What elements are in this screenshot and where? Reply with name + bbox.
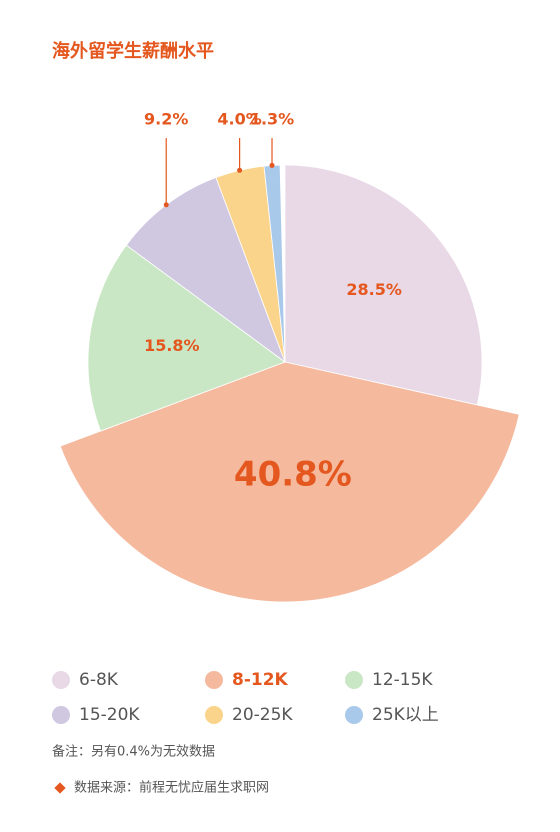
pie-slice	[59, 361, 520, 603]
note: 备注：另有0.4%为无效数据	[52, 744, 215, 760]
legend: 6-8K 8-12K 12-15K 15-20K 20-25K 25K以上	[52, 670, 439, 725]
legend-swatch	[345, 706, 363, 724]
slice-label: 9.2%	[144, 110, 188, 129]
legend-swatch	[52, 706, 70, 724]
pie-slice	[87, 244, 286, 432]
diamond-icon	[54, 782, 66, 794]
leader-dot	[163, 202, 169, 208]
pie	[59, 164, 520, 603]
labels: 28.5% 40.8% 15.8% 9.2% 4.0%1.3%	[144, 110, 402, 495]
chart-title: 海外留学生薪酬水平	[52, 40, 214, 62]
source-note: 数据来源：前程无忧应届生求职网	[74, 780, 269, 796]
leader-dot	[237, 167, 243, 173]
legend-label: 15-20K	[79, 705, 140, 725]
legend-swatch	[205, 671, 223, 689]
legend-label: 6-8K	[79, 670, 119, 690]
legend-label: 8-12K	[232, 670, 289, 690]
legend-label: 25K以上	[372, 705, 439, 725]
pie-slice	[284, 164, 483, 406]
slice-label: 4.0%	[217, 110, 261, 129]
legend-swatch	[52, 671, 70, 689]
legend-swatch	[205, 706, 223, 724]
leader-dot	[269, 162, 275, 168]
slice-label: 28.5%	[346, 280, 402, 299]
slice-label: 40.8%	[234, 454, 352, 494]
legend-label: 12-15K	[372, 670, 433, 690]
legend-swatch	[345, 671, 363, 689]
slice-label: 15.8%	[144, 336, 200, 355]
legend-label: 20-25K	[232, 705, 293, 725]
slice-label: 1.3%	[250, 110, 294, 129]
